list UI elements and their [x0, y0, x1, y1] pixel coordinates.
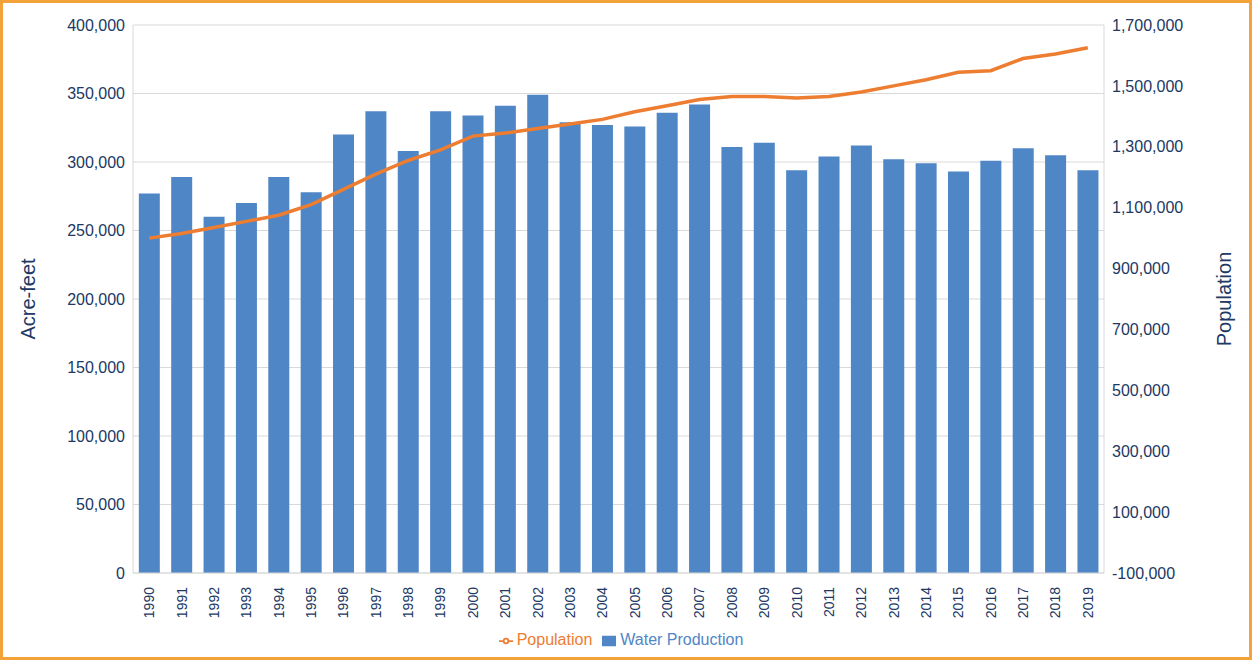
svg-text:500,000: 500,000 — [1112, 382, 1170, 399]
svg-text:2019: 2019 — [1080, 587, 1096, 618]
svg-text:2001: 2001 — [497, 587, 513, 618]
svg-text:2005: 2005 — [627, 587, 643, 618]
svg-text:400,000: 400,000 — [67, 17, 125, 34]
svg-text:1994: 1994 — [271, 587, 287, 618]
svg-text:100,000: 100,000 — [1112, 504, 1170, 521]
svg-text:1990: 1990 — [141, 587, 157, 618]
svg-text:2006: 2006 — [659, 587, 675, 618]
svg-text:1,500,000: 1,500,000 — [1112, 78, 1183, 95]
svg-text:Acre-feet: Acre-feet — [17, 258, 39, 340]
svg-text:1995: 1995 — [303, 587, 319, 618]
svg-text:2016: 2016 — [983, 587, 999, 618]
svg-text:1992: 1992 — [206, 587, 222, 618]
svg-text:2018: 2018 — [1047, 587, 1063, 618]
svg-text:300,000: 300,000 — [1112, 443, 1170, 460]
svg-text:250,000: 250,000 — [67, 222, 125, 239]
svg-text:2017: 2017 — [1015, 587, 1031, 618]
svg-text:1997: 1997 — [368, 587, 384, 618]
svg-text:300,000: 300,000 — [67, 154, 125, 171]
svg-text:1,100,000: 1,100,000 — [1112, 199, 1183, 216]
svg-text:700,000: 700,000 — [1112, 321, 1170, 338]
svg-text:2012: 2012 — [853, 587, 869, 618]
svg-text:1996: 1996 — [335, 587, 351, 618]
svg-text:350,000: 350,000 — [67, 85, 125, 102]
svg-text:2008: 2008 — [724, 587, 740, 618]
svg-text:900,000: 900,000 — [1112, 260, 1170, 277]
svg-text:1,300,000: 1,300,000 — [1112, 138, 1183, 155]
svg-text:1991: 1991 — [174, 587, 190, 618]
svg-text:Population: Population — [1213, 252, 1235, 347]
svg-text:2000: 2000 — [465, 587, 481, 618]
svg-text:-100,000: -100,000 — [1112, 565, 1175, 582]
svg-text:1,700,000: 1,700,000 — [1112, 17, 1183, 34]
svg-text:100,000: 100,000 — [67, 428, 125, 445]
svg-text:2004: 2004 — [594, 587, 610, 618]
svg-text:2014: 2014 — [918, 587, 934, 618]
svg-text:200,000: 200,000 — [67, 291, 125, 308]
svg-text:2010: 2010 — [789, 587, 805, 618]
html-text:Water Production: Water Production — [620, 631, 744, 648]
svg-text:2003: 2003 — [562, 587, 578, 618]
svg-text:2013: 2013 — [886, 587, 902, 618]
svg-text:1993: 1993 — [238, 587, 254, 618]
html-text:Population: Population — [516, 631, 593, 648]
svg-text:2015: 2015 — [950, 587, 966, 618]
svg-text:1998: 1998 — [400, 587, 416, 618]
svg-text:50,000: 50,000 — [76, 496, 125, 513]
svg-text:0: 0 — [116, 565, 125, 582]
svg-text:2009: 2009 — [756, 587, 772, 618]
svg-text:150,000: 150,000 — [67, 359, 125, 376]
svg-text:1999: 1999 — [432, 587, 448, 618]
svg-text:2011: 2011 — [821, 587, 837, 617]
svg-text:2007: 2007 — [691, 587, 707, 618]
svg-text:2002: 2002 — [530, 587, 546, 618]
